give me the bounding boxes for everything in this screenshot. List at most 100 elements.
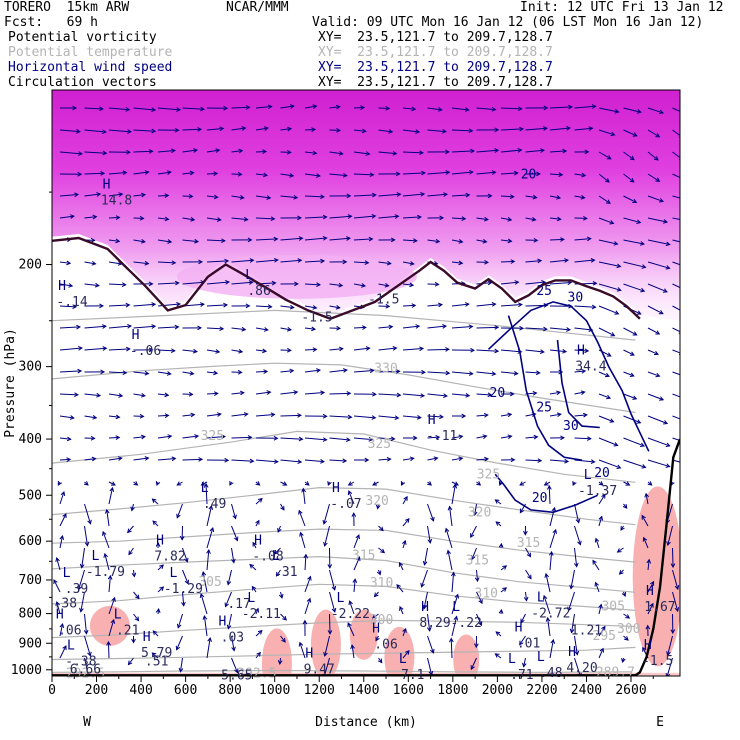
circulation-vector [525, 105, 549, 111]
circulation-vector [231, 390, 245, 396]
circulation-vector [280, 258, 303, 263]
circulation-vector [59, 513, 67, 527]
theta-line-300 [52, 619, 636, 639]
circulation-vector [378, 237, 396, 243]
circulation-vector [84, 171, 106, 176]
circulation-vector [378, 214, 400, 219]
circulation-vector [351, 512, 357, 527]
circulation-vector [495, 521, 502, 527]
circulation-vector [378, 547, 386, 554]
extreme-marker-high: H [156, 534, 164, 549]
circulation-vector [255, 497, 263, 505]
circulation-vector [304, 258, 326, 264]
wind-speed-label: 25 [536, 401, 552, 416]
circulation-vector [500, 325, 525, 331]
circulation-vector [525, 434, 539, 440]
circulation-vector [402, 393, 426, 398]
circulation-vector [476, 591, 483, 605]
circulation-vector [182, 127, 203, 132]
circulation-vector [59, 192, 80, 198]
circulation-vector [304, 127, 317, 132]
circulation-vector [623, 173, 635, 183]
extreme-value: -1.5 [368, 293, 399, 308]
circulation-vector [182, 238, 200, 244]
circulation-vector [231, 303, 251, 309]
circulation-vector [549, 303, 573, 309]
circulation-vector [549, 195, 562, 200]
extreme-value: .38 [54, 596, 77, 611]
circulation-vector [255, 126, 269, 131]
circulation-vector [525, 370, 541, 376]
wind-contour-2 [507, 315, 583, 461]
circulation-vector [304, 104, 318, 109]
y-tick-label: 500 [19, 488, 42, 503]
circulation-vector [329, 236, 351, 241]
circulation-vector [402, 495, 408, 505]
circulation-vector [304, 326, 317, 332]
circulation-vector [451, 593, 460, 615]
extreme-value: .06 [58, 623, 81, 638]
circulation-vector [519, 481, 526, 486]
x-tick-label: 2400 [571, 683, 602, 698]
circulation-vector [133, 239, 146, 244]
circulation-vector [641, 514, 649, 527]
circulation-vector [201, 570, 208, 593]
circulation-vector [59, 534, 65, 549]
extreme-marker-high: H [428, 413, 436, 428]
extreme-marker-low: L [92, 549, 100, 564]
circulation-vector [427, 481, 432, 486]
circulation-vector [133, 260, 150, 266]
extreme-value: .49 [203, 497, 226, 512]
circulation-vector [500, 106, 523, 112]
circulation-vector [57, 480, 62, 486]
circulation-vector [59, 171, 83, 177]
circulation-vector [525, 390, 538, 396]
theta-line-295 [52, 646, 636, 661]
circulation-vector [598, 107, 620, 114]
circulation-vector [157, 216, 170, 222]
x-tick-label: 400 [129, 683, 152, 698]
circulation-vector [598, 173, 610, 183]
circulation-vector [59, 368, 83, 374]
circulation-vector [647, 437, 671, 448]
circulation-vector [206, 457, 230, 463]
circulation-vector [647, 371, 661, 378]
circulation-vector [206, 548, 211, 571]
theta-line-310 [52, 555, 636, 593]
circulation-vector [255, 435, 279, 441]
circulation-vector [353, 128, 367, 134]
circulation-vector [157, 324, 180, 330]
circulation-vector [83, 481, 89, 486]
extreme-value: .21 [116, 623, 139, 638]
extreme-value: -2.72 [531, 607, 570, 622]
circulation-vector [574, 149, 590, 155]
circulation-vector [476, 302, 497, 307]
circulation-vector [329, 346, 344, 352]
extreme-marker-low: L [508, 652, 516, 667]
circulation-vector [598, 327, 616, 337]
circulation-vector [231, 458, 255, 464]
circulation-vector [500, 194, 515, 199]
extreme-value: -1.37 [578, 484, 617, 499]
circulation-vector [402, 238, 418, 243]
extreme-value: 9.47 [304, 662, 335, 677]
circulation-vector [206, 302, 229, 308]
circulation-vector [623, 327, 638, 336]
extreme-marker-low: L [245, 268, 253, 283]
circulation-vector [598, 239, 619, 246]
circulation-vector [79, 547, 85, 569]
circulation-vector [103, 552, 110, 571]
circulation-vector [304, 413, 328, 419]
circulation-vector [84, 415, 98, 420]
circulation-vector [182, 106, 205, 112]
circulation-vector [519, 503, 526, 514]
circulation-vector [647, 107, 664, 115]
circulation-vector [84, 303, 104, 309]
circulation-vector [523, 591, 529, 602]
extreme-value: -.11 [426, 429, 457, 444]
theta-line-292.5 [52, 669, 632, 673]
circulation-vector [623, 437, 645, 447]
circulation-vector [130, 503, 135, 512]
circulation-vector [255, 172, 269, 178]
circulation-vector [151, 498, 159, 505]
